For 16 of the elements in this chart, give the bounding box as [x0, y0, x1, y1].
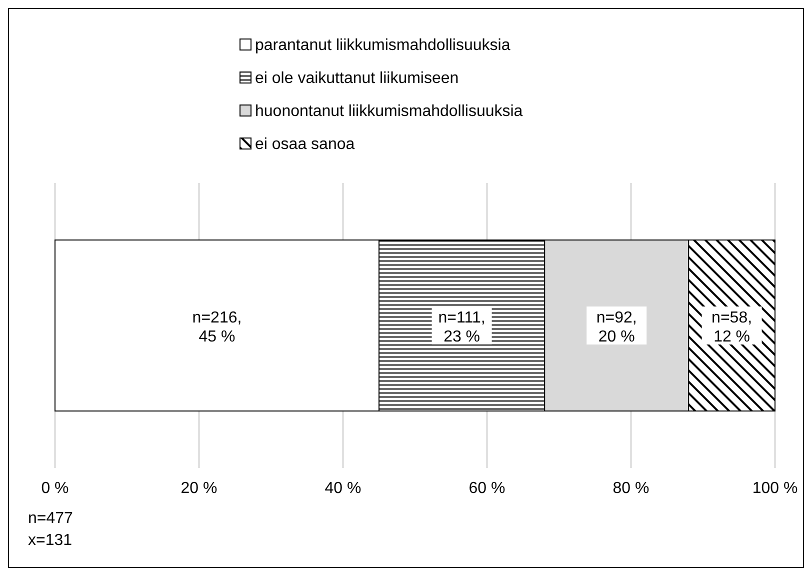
x-tick-label: 40 %	[324, 480, 362, 497]
data-label: n=111, 23 %	[438, 310, 486, 346]
x-tick-label: 100 %	[752, 480, 798, 497]
text: x=131	[28, 532, 72, 549]
text: n=477	[28, 510, 74, 527]
data-label: n=216, 45 %	[192, 310, 242, 346]
legend-label: parantanut liikkumismahdollisuuksia	[255, 37, 510, 54]
x-tick-label: 60 %	[468, 480, 506, 497]
data-label: n=92, 20 %	[596, 310, 637, 346]
x-tick-label: 0 %	[41, 480, 69, 497]
x-tick-label: 80 %	[612, 480, 650, 497]
legend-label: ei ole vaikuttanut liikumiseen	[255, 70, 459, 87]
legend-label: huonontanut liikkumismahdollisuuksia	[255, 103, 523, 120]
data-label: n=58, 12 %	[712, 310, 752, 346]
x-tick-label: 20 %	[180, 480, 218, 497]
legend-label: ei osaa sanoa	[255, 136, 355, 153]
